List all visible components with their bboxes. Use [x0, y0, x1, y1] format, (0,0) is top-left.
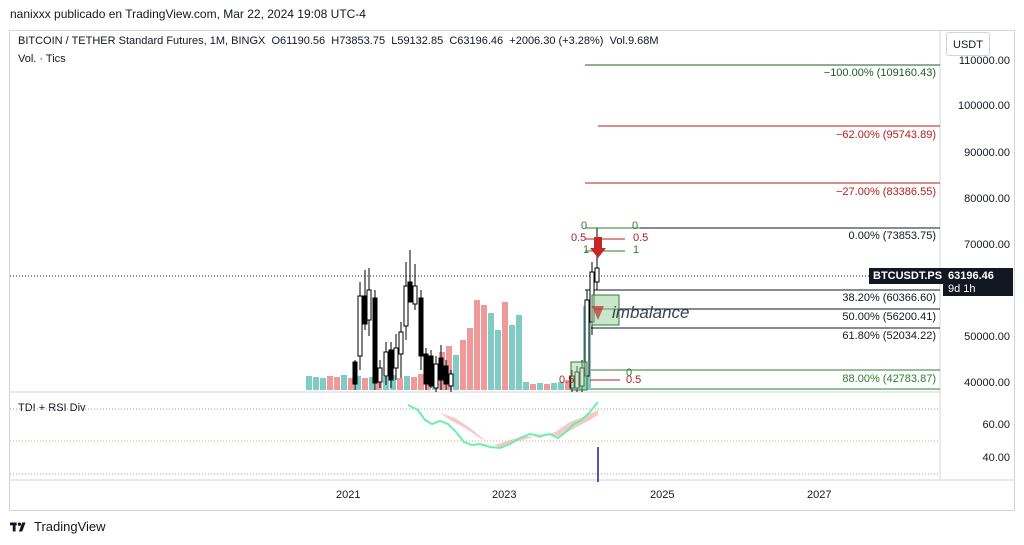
price-candles	[352, 228, 600, 392]
high-value: H73853.75	[331, 35, 386, 47]
price-tick-110000: 110000.00	[958, 55, 1010, 67]
change-value: +2006.30 (+3.28%)	[509, 35, 604, 47]
small-fib-zero-a: 0	[581, 220, 588, 232]
small-fib-half-a: 0.5	[571, 232, 587, 244]
time-tick-2023: 2023	[492, 489, 517, 501]
close-value: C63196.46	[449, 35, 504, 47]
fib-label-61: 61.80% (52034.22)	[842, 330, 936, 342]
open-value: O61190.56	[271, 35, 326, 47]
down-arrow-icon	[590, 248, 606, 258]
tdi-cloud	[440, 410, 598, 448]
imbalance-arrow-icon	[592, 306, 604, 320]
small-fib-one-b: 1	[633, 244, 640, 256]
price-tick-90000: 90000.00	[964, 147, 1010, 159]
time-tick-2021: 2021	[336, 489, 361, 501]
fib-label-38: 38.20% (60366.60)	[842, 292, 936, 304]
small-fib-low-half-b: 0.5	[626, 374, 642, 386]
low-value: L59132.85	[391, 35, 444, 47]
time-tick-2027: 2027	[807, 489, 832, 501]
price-tick-70000: 70000.00	[964, 239, 1010, 251]
small-fib-half-b: 0.5	[633, 232, 649, 244]
footer-brand[interactable]: TradingView	[10, 519, 106, 534]
fib-label-50: 50.00% (56200.41)	[842, 311, 936, 323]
symbol-legend[interactable]: BITCOIN / TETHER Standard Futures, 1M, B…	[18, 35, 659, 47]
time-tick-2025: 2025	[650, 489, 675, 501]
last-price-value: 63196.46	[943, 268, 1013, 284]
small-fib-zero-b: 0	[632, 220, 639, 232]
small-fib-one-a: 1	[583, 244, 590, 256]
fib-label-0: 0.00% (73853.75)	[848, 230, 936, 242]
small-fib-low-zero: 0	[626, 367, 633, 379]
publish-caption: nanixxx publicado en TradingView.com, Ma…	[10, 7, 366, 21]
volume-legend[interactable]: Vol. · Tics	[18, 53, 66, 65]
indicator-tick-40: 40.00	[982, 452, 1010, 464]
indicator-legend[interactable]: TDI + RSI Div	[18, 402, 86, 414]
fib-label-88: 88.00% (42783.87)	[842, 373, 936, 385]
symbol-name[interactable]: BITCOIN / TETHER Standard Futures, 1M, B…	[18, 35, 266, 47]
chart-frame[interactable]	[9, 30, 1015, 511]
price-tick-100000: 100000.00	[958, 100, 1010, 112]
down-arrow-shaft	[594, 237, 602, 249]
tdi-fast-line	[407, 401, 599, 450]
indicator-tick-60: 60.00	[982, 419, 1010, 431]
volume-value: Vol.9.68M	[609, 35, 659, 47]
footer-brand-text: TradingView	[34, 519, 106, 534]
bar-countdown: 9d 1h	[943, 282, 1013, 296]
price-tick-80000: 80000.00	[964, 193, 1010, 205]
tradingview-logo-icon	[10, 522, 26, 531]
symbol-price-tag: BTCUSDT.PS	[869, 268, 947, 284]
imbalance-annotation[interactable]: imbalance	[612, 303, 690, 322]
lower-zone	[570, 361, 588, 391]
price-tick-50000: 50000.00	[964, 331, 1010, 343]
currency-button[interactable]: USDT	[946, 32, 990, 56]
fib-label-neg100: −100.00% (109160.43)	[823, 67, 936, 79]
fib-label-neg27: −27.00% (83386.55)	[836, 186, 936, 198]
small-fib-low-half-a: 0.5	[559, 374, 575, 386]
volume-bars	[306, 300, 591, 390]
price-tick-40000: 40000.00	[964, 377, 1010, 389]
fib-label-neg62: −62.00% (95743.89)	[836, 129, 936, 141]
